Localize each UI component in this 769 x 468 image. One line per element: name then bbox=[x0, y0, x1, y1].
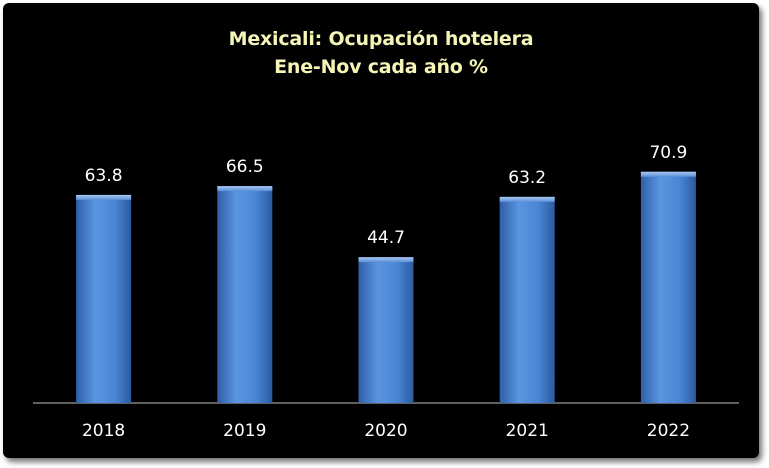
chart-frame: Mexicali: Ocupación hotelera Ene-Nov cad… bbox=[3, 3, 759, 458]
x-tick-label-2022: 2022 bbox=[647, 421, 690, 441]
chart-subtitle: Ene-Nov cada año % bbox=[274, 56, 488, 78]
bar-2021 bbox=[499, 196, 555, 403]
bar-group-2018: 63.8 2018 bbox=[76, 166, 132, 441]
chart-title: Mexicali: Ocupación hotelera bbox=[228, 28, 534, 50]
x-tick-label-2021: 2021 bbox=[506, 421, 549, 441]
data-label-2018: 63.8 bbox=[85, 166, 123, 186]
bar-group-2022: 70.9 2022 bbox=[640, 143, 696, 441]
x-tick-label-2018: 2018 bbox=[82, 421, 125, 441]
data-label-2021: 63.2 bbox=[508, 168, 546, 188]
bar-chart-plot: 63.8 2018 66.5 2019 44.7 2020 63.2 2021 70.9 2022 bbox=[33, 143, 739, 441]
bar-2019 bbox=[217, 186, 273, 403]
bar-2018 bbox=[76, 194, 132, 403]
bar-cap-2018 bbox=[76, 194, 132, 200]
data-label-2020: 44.7 bbox=[367, 228, 405, 248]
bar-2020 bbox=[358, 257, 414, 403]
bar-group-2020: 44.7 2020 bbox=[358, 228, 414, 441]
chart-title-block: Mexicali: Ocupación hotelera Ene-Nov cad… bbox=[3, 25, 759, 81]
bar-group-2019: 66.5 2019 bbox=[217, 157, 273, 441]
x-tick-label-2019: 2019 bbox=[223, 421, 266, 441]
x-tick-label-2020: 2020 bbox=[364, 421, 407, 441]
bar-cap-2021 bbox=[499, 196, 555, 202]
bar-group-2021: 63.2 2021 bbox=[499, 168, 555, 441]
bar-cap-2022 bbox=[640, 171, 696, 177]
bar-cap-2019 bbox=[217, 186, 273, 192]
data-label-2019: 66.5 bbox=[226, 157, 264, 177]
data-label-2022: 70.9 bbox=[649, 143, 687, 163]
bar-2022 bbox=[640, 171, 696, 403]
bar-cap-2020 bbox=[358, 257, 414, 263]
